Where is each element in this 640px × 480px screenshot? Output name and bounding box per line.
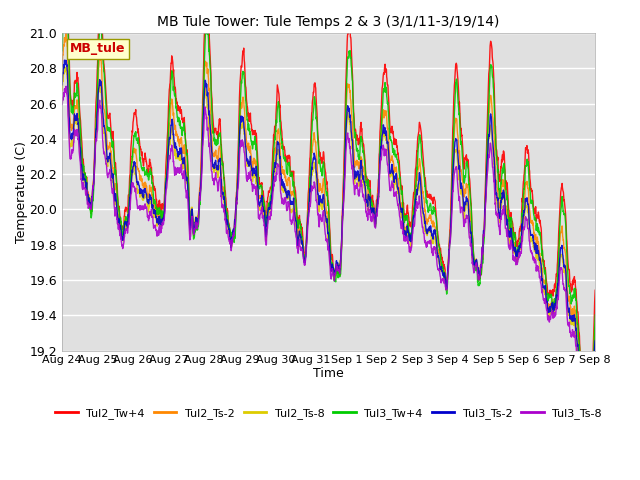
Legend: Tul2_Tw+4, Tul2_Ts-2, Tul2_Ts-8, Tul3_Tw+4, Tul3_Ts-2, Tul3_Ts-8: Tul2_Tw+4, Tul2_Ts-2, Tul2_Ts-8, Tul3_Tw… [51, 404, 607, 424]
Y-axis label: Temperature (C): Temperature (C) [15, 141, 28, 243]
X-axis label: Time: Time [314, 367, 344, 380]
Title: MB Tule Tower: Tule Temps 2 & 3 (3/1/11-3/19/14): MB Tule Tower: Tule Temps 2 & 3 (3/1/11-… [157, 15, 500, 29]
Text: MB_tule: MB_tule [70, 42, 125, 56]
